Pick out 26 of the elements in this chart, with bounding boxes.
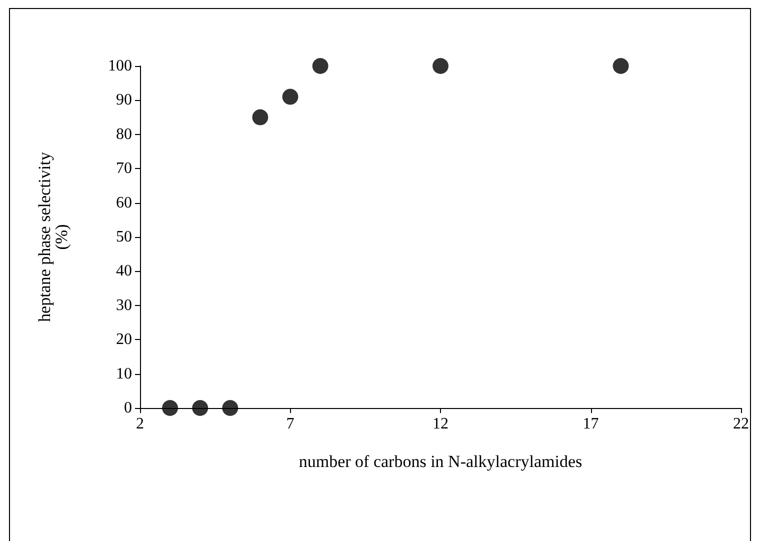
x-tick-label: 22 xyxy=(733,416,749,432)
y-tick-label: 80 xyxy=(116,126,132,143)
y-tick-label: 30 xyxy=(116,296,132,314)
y-axis-title: heptane phase selectivity (%) xyxy=(35,152,71,322)
point xyxy=(612,58,629,74)
point xyxy=(282,88,298,105)
y-tick-label: 50 xyxy=(116,228,132,246)
point xyxy=(312,58,328,74)
y-tick-label: 20 xyxy=(116,331,132,348)
y-tick-label: 10 xyxy=(116,365,132,382)
y-tick-label: 100 xyxy=(108,58,132,74)
x-axis-title: number of carbons in N-alkylacrylamides xyxy=(298,452,582,471)
y-tick-label: 0 xyxy=(124,400,132,416)
point xyxy=(192,400,208,416)
x-tick-label: 17 xyxy=(582,416,599,432)
point xyxy=(162,400,178,416)
x-tick-label: 7 xyxy=(286,416,294,432)
point xyxy=(432,58,448,74)
y-tick-label: 90 xyxy=(116,92,132,109)
y-tick-label: 70 xyxy=(116,160,132,178)
y-tick-label: 40 xyxy=(116,262,132,280)
y-tick-label: 60 xyxy=(116,194,132,212)
x-tick-label: 2 xyxy=(136,416,144,432)
point xyxy=(222,400,238,416)
point xyxy=(252,109,268,126)
x-tick-label: 12 xyxy=(432,416,448,432)
